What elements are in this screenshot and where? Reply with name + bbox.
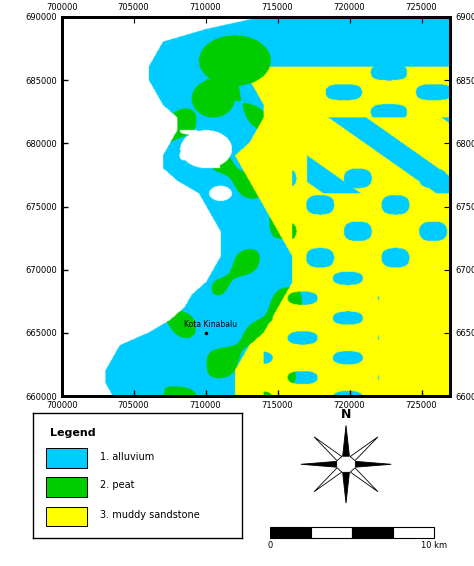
Polygon shape — [314, 468, 342, 492]
Polygon shape — [350, 437, 378, 461]
Bar — [46, 477, 87, 496]
Polygon shape — [301, 461, 337, 467]
Bar — [46, 448, 87, 468]
Text: Legend: Legend — [50, 428, 95, 438]
Bar — [311, 528, 352, 538]
Text: 2. peat: 2. peat — [100, 481, 135, 490]
Text: 10 km: 10 km — [421, 541, 447, 550]
Polygon shape — [314, 437, 342, 461]
Text: 1. alluvium: 1. alluvium — [100, 452, 154, 462]
Text: N: N — [341, 408, 351, 421]
Polygon shape — [350, 468, 378, 492]
Polygon shape — [343, 472, 349, 503]
Text: Kota Kinabalu: Kota Kinabalu — [184, 320, 237, 329]
Bar — [393, 528, 434, 538]
Bar — [270, 528, 311, 538]
Polygon shape — [343, 426, 349, 456]
Bar — [352, 528, 393, 538]
Text: 0: 0 — [267, 541, 273, 550]
Text: 3. muddy sandstone: 3. muddy sandstone — [100, 511, 200, 520]
Polygon shape — [356, 461, 391, 467]
Bar — [46, 507, 87, 526]
